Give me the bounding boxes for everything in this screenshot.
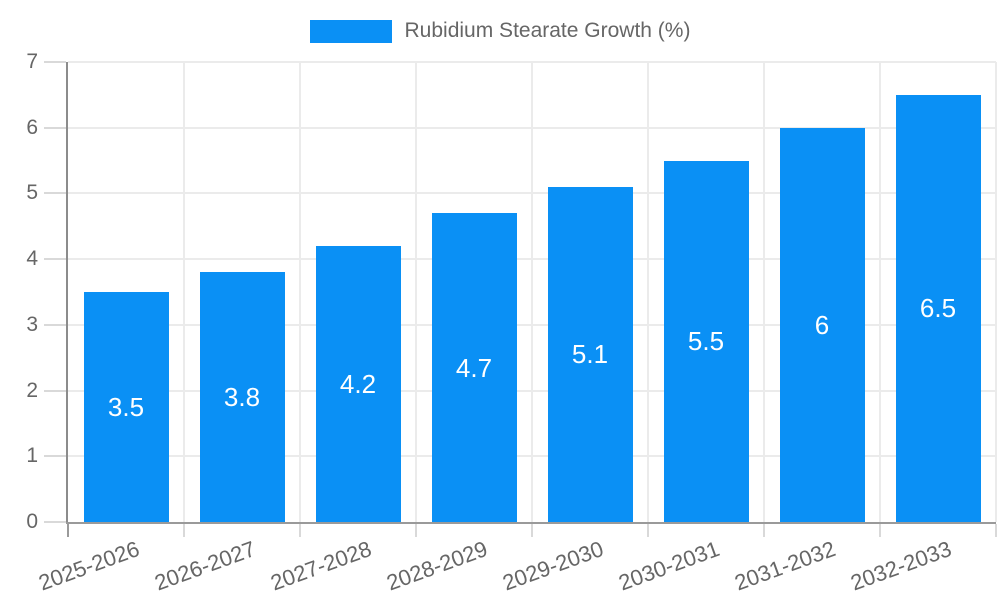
x-tick <box>647 524 649 537</box>
y-tick <box>44 61 66 63</box>
legend-label: Rubidium Stearate Growth (%) <box>404 19 691 42</box>
x-tick-label: 2025-2026 <box>35 536 143 596</box>
bar <box>315 246 401 522</box>
legend: Rubidium Stearate Growth (%) <box>0 19 1000 43</box>
bar-value-label: 3.5 <box>107 392 145 422</box>
grid-line-v <box>299 62 301 522</box>
grid-line-v <box>879 62 881 522</box>
bar-value-label: 5.1 <box>571 339 609 370</box>
bar-value-label: 6.5 <box>919 293 957 324</box>
y-tick <box>44 258 66 261</box>
legend-item[interactable]: Rubidium Stearate Growth (%) <box>309 19 691 43</box>
y-tick <box>44 323 66 326</box>
y-tick-label: 1 <box>26 444 38 468</box>
x-tick <box>763 524 765 537</box>
x-axis-line <box>66 522 996 524</box>
grid-line-v <box>531 62 533 522</box>
x-tick-label: 2028-2029 <box>383 536 491 596</box>
y-tick-label: 3 <box>26 312 38 336</box>
x-tick-label: 2027-2028 <box>267 536 375 596</box>
x-tick <box>183 524 185 537</box>
grid-line-v <box>763 62 765 522</box>
y-tick-label: 0 <box>26 510 38 533</box>
bar <box>431 213 517 522</box>
y-tick-label: 4 <box>26 247 38 271</box>
x-tick <box>995 524 997 537</box>
x-tick <box>531 524 533 537</box>
bar-value-label: 4.7 <box>455 352 493 383</box>
y-tick-label: 7 <box>26 50 38 73</box>
y-tick <box>44 521 66 523</box>
x-tick-label: 2031-2032 <box>731 536 839 596</box>
x-tick <box>879 524 881 537</box>
bar-value-label: 6 <box>814 309 830 340</box>
x-tick <box>67 524 69 537</box>
y-tick-label: 2 <box>26 378 38 402</box>
bar-value-label: 5.5 <box>687 326 725 357</box>
legend-swatch-icon <box>309 19 392 43</box>
x-tick-label: 2030-2031 <box>615 536 723 596</box>
grid-line-v <box>995 62 997 522</box>
bar <box>895 94 981 522</box>
x-tick-label: 2032-2033 <box>847 536 955 596</box>
x-tick-label: 2029-2030 <box>499 536 607 596</box>
x-tick <box>299 524 301 537</box>
bar <box>779 127 865 522</box>
y-tick-label: 5 <box>26 181 38 205</box>
bar <box>547 186 633 522</box>
bar-value-label: 3.8 <box>223 382 261 413</box>
grid-line-v <box>415 62 417 522</box>
bar <box>199 272 285 522</box>
bar <box>83 292 169 522</box>
y-axis-line <box>66 62 68 524</box>
y-tick <box>44 389 66 392</box>
y-tick <box>44 455 66 458</box>
bar-value-label: 4.2 <box>339 369 377 399</box>
grid-line-v <box>183 62 185 522</box>
x-tick-label: 2026-2027 <box>151 536 259 596</box>
y-tick-label: 6 <box>26 115 38 139</box>
y-tick <box>44 192 66 195</box>
grid-line-v <box>647 62 649 522</box>
x-tick <box>415 524 417 537</box>
y-tick <box>44 126 66 129</box>
bar <box>663 160 749 522</box>
